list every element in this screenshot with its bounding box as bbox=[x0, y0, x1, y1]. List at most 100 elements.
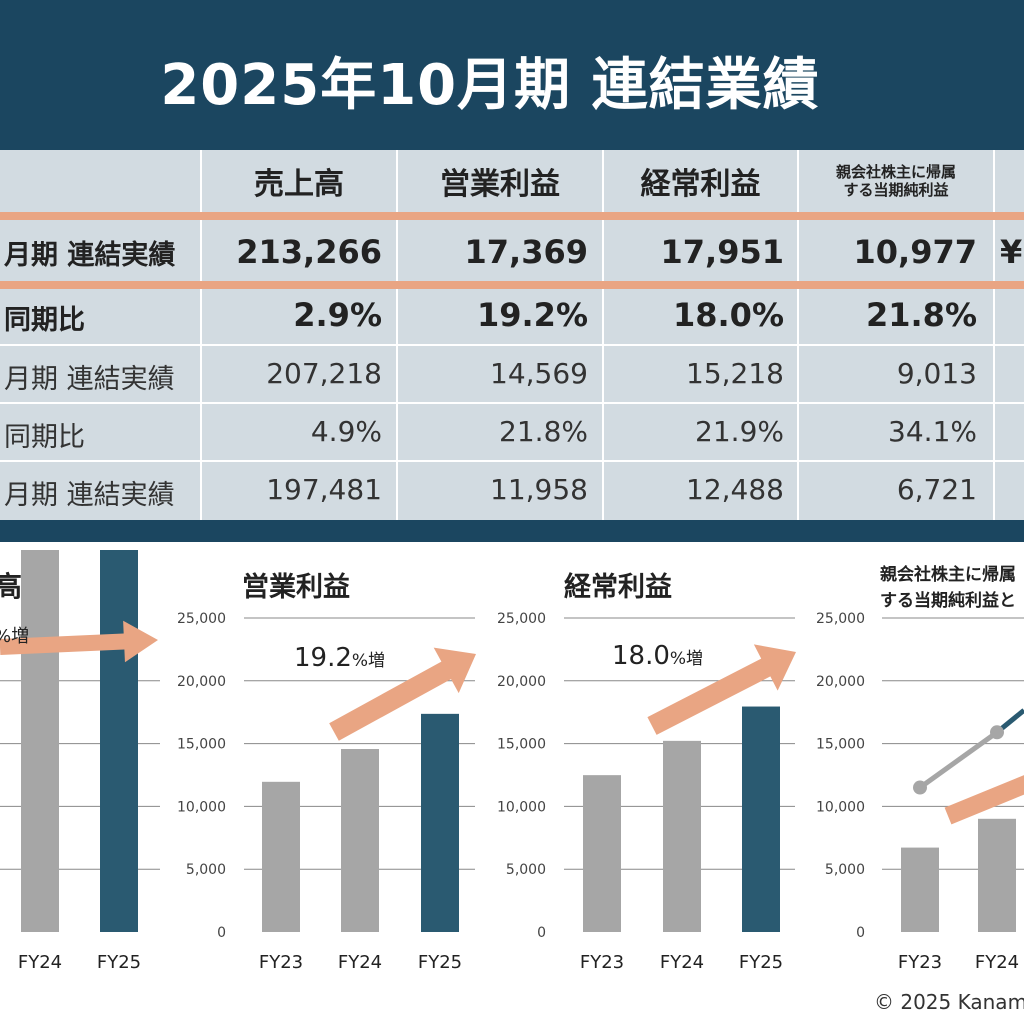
highlight-border bbox=[0, 281, 1024, 289]
table-cell: 21.8% bbox=[499, 415, 588, 448]
x-tick-label: FY25 bbox=[97, 952, 141, 973]
table-cell: 15,218 bbox=[686, 357, 784, 390]
table-divider bbox=[993, 150, 995, 520]
chart-title: 親会社株主に帰属 bbox=[880, 564, 1016, 585]
header-net-income-line2: する当期純利益 bbox=[843, 181, 949, 199]
y-tick-label: 5,000 bbox=[186, 862, 226, 878]
table-cell: 18.0% bbox=[672, 296, 784, 334]
bar bbox=[742, 706, 780, 932]
table-divider bbox=[396, 150, 398, 520]
table-cell: 197,481 bbox=[266, 473, 382, 506]
y-tick-label: 15,000 bbox=[816, 737, 865, 753]
trend-point bbox=[990, 725, 1004, 740]
y-tick-label: 15,000 bbox=[177, 737, 226, 753]
table-cell: ¥ bbox=[1000, 233, 1023, 271]
chart-title: 高 bbox=[0, 570, 22, 603]
chart-title: 経常利益 bbox=[564, 571, 672, 603]
operating-income-chart: 営業利益 0 5,000 10,000 15,000 20,000 25,000 FY23 FY… bbox=[177, 571, 476, 973]
x-tick-label: FY23 bbox=[580, 952, 624, 973]
section-divider-band bbox=[0, 520, 1024, 542]
table-cell: 34.1% bbox=[888, 415, 977, 448]
bar bbox=[21, 550, 59, 932]
highlight-border bbox=[0, 212, 1024, 220]
title-banner bbox=[0, 0, 1024, 150]
row-label: 月期 連結実績 bbox=[4, 480, 175, 511]
x-tick-label: FY25 bbox=[739, 952, 783, 973]
x-tick-label: FY24 bbox=[338, 952, 382, 973]
bar bbox=[341, 749, 379, 932]
x-tick-label: FY23 bbox=[259, 952, 303, 973]
table-cell: 21.9% bbox=[695, 415, 784, 448]
y-tick-label: 10,000 bbox=[497, 799, 546, 815]
bar bbox=[262, 781, 300, 932]
header-net-income: 親会社株主に帰属 する当期純利益 bbox=[799, 150, 993, 212]
growth-arrow bbox=[329, 647, 476, 741]
x-tick-label: FY25 bbox=[418, 952, 462, 973]
header-ordinary-income: 経常利益 bbox=[640, 167, 761, 202]
x-tick-label: FY24 bbox=[660, 952, 704, 973]
growth-label: 18.0%増 bbox=[612, 641, 703, 671]
growth-label: %増 bbox=[0, 626, 29, 647]
y-tick-label: 10,000 bbox=[816, 799, 865, 815]
header-operating-income: 営業利益 bbox=[440, 167, 560, 202]
bar bbox=[583, 775, 621, 932]
table-cell: 4.9% bbox=[310, 415, 382, 448]
table-cell: 2.9% bbox=[293, 296, 382, 334]
table-cell: 12,488 bbox=[686, 473, 784, 506]
row-label: 月期 連結実績 bbox=[4, 364, 175, 395]
bar bbox=[978, 818, 1016, 932]
x-tick-label: FY24 bbox=[975, 952, 1019, 973]
table-cell: 213,266 bbox=[236, 233, 382, 271]
y-tick-label: 0 bbox=[856, 925, 865, 941]
chart-title: 営業利益 bbox=[242, 571, 350, 603]
table-cell: 207,218 bbox=[266, 357, 382, 390]
y-tick-label: 0 bbox=[537, 925, 546, 941]
table-cell: 10,977 bbox=[853, 233, 977, 271]
table-divider bbox=[797, 150, 799, 520]
y-tick-label: 20,000 bbox=[177, 674, 226, 690]
y-tick-label: 20,000 bbox=[816, 674, 865, 690]
x-tick-label: FY24 bbox=[18, 952, 62, 973]
bar bbox=[100, 550, 138, 932]
header-net-income-line1: 親会社株主に帰属 bbox=[835, 163, 956, 181]
trend-line bbox=[918, 730, 999, 790]
table-cell: 17,369 bbox=[464, 233, 588, 271]
header-sales: 売上高 bbox=[254, 167, 344, 202]
results-table bbox=[0, 150, 1024, 520]
y-tick-label: 0 bbox=[217, 925, 226, 941]
growth-arrow bbox=[647, 644, 796, 735]
table-divider bbox=[0, 402, 1024, 404]
table-cell: 11,958 bbox=[490, 473, 588, 506]
bar bbox=[421, 713, 459, 932]
table-divider bbox=[602, 150, 604, 520]
x-tick-label: FY23 bbox=[898, 952, 942, 973]
copyright-text: © 2025 Kanamo bbox=[874, 990, 1024, 1014]
ordinary-income-chart: 経常利益 0 5,000 10,000 15,000 20,000 25,000 FY23 FY… bbox=[497, 571, 796, 973]
y-tick-label: 20,000 bbox=[497, 674, 546, 690]
table-cell: 14,569 bbox=[490, 357, 588, 390]
table-cell: 17,951 bbox=[660, 233, 784, 271]
bar bbox=[663, 740, 701, 932]
table-divider bbox=[0, 344, 1024, 346]
growth-arrow bbox=[944, 775, 1024, 825]
y-tick-label: 25,000 bbox=[497, 611, 546, 627]
table-divider bbox=[200, 150, 202, 520]
page-title: 2025年10月期 連結業績 bbox=[160, 53, 820, 118]
row-label: 同期比 bbox=[4, 305, 85, 336]
y-tick-label: 25,000 bbox=[816, 611, 865, 627]
y-tick-label: 10,000 bbox=[177, 799, 226, 815]
growth-label: 19.2%増 bbox=[294, 643, 385, 673]
y-tick-label: 25,000 bbox=[177, 611, 226, 627]
row-label: 月期 連結実績 bbox=[4, 240, 176, 271]
table-cell: 21.8% bbox=[865, 296, 977, 334]
table-cell: 9,013 bbox=[896, 357, 977, 390]
y-tick-label: 5,000 bbox=[506, 862, 546, 878]
bar bbox=[901, 847, 939, 932]
growth-arrow bbox=[0, 620, 158, 663]
trend-point bbox=[913, 780, 927, 795]
table-cell: 19.2% bbox=[476, 296, 588, 334]
table-divider bbox=[0, 460, 1024, 462]
chart-title: する当期純利益と bbox=[880, 590, 1016, 611]
y-tick-label: 15,000 bbox=[497, 737, 546, 753]
